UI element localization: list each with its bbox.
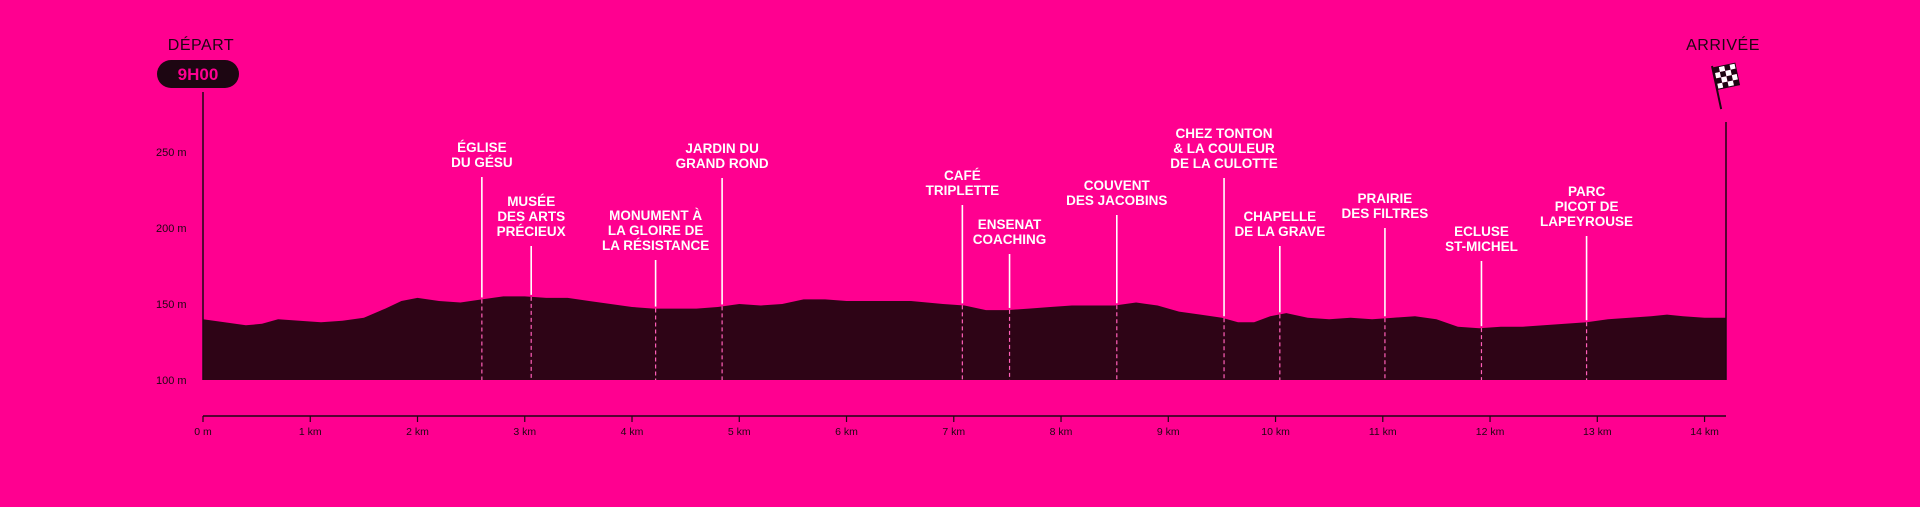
x-tick-label: 3 km: [513, 426, 536, 438]
waypoint-label: DES FILTRES: [1342, 206, 1429, 221]
waypoint-label: COACHING: [973, 232, 1047, 247]
waypoint-label: PRAIRIE: [1358, 191, 1413, 206]
finish-label: ARRIVÉE: [1686, 35, 1760, 54]
waypoint-label: DE LA GRAVE: [1234, 224, 1325, 239]
waypoint-label: LA RÉSISTANCE: [602, 238, 709, 253]
start-label: DÉPART: [168, 35, 234, 54]
y-tick-label: 100 m: [156, 375, 187, 387]
waypoint-label: COUVENT: [1084, 178, 1151, 193]
waypoint-label: JARDIN DU: [685, 141, 759, 156]
waypoint-label: LAPEYROUSE: [1540, 214, 1633, 229]
waypoint-label: CHAPELLE: [1243, 209, 1316, 224]
x-tick-label: 1 km: [299, 426, 322, 438]
waypoint-label: LA GLOIRE DE: [608, 223, 704, 238]
x-tick-label: 7 km: [942, 426, 965, 438]
waypoint-label: TRIPLETTE: [926, 183, 1000, 198]
waypoint-label: CHEZ TONTON: [1176, 126, 1273, 141]
x-tick-label: 5 km: [728, 426, 751, 438]
waypoint-label: DES JACOBINS: [1066, 193, 1167, 208]
waypoint-label: & LA COULEUR: [1173, 141, 1275, 156]
waypoint-label: CAFÉ: [944, 168, 981, 183]
y-tick-label: 250 m: [156, 147, 187, 159]
waypoint-label: DE LA CULOTTE: [1170, 156, 1278, 171]
waypoint-label: DU GÉSU: [451, 155, 513, 170]
y-tick-label: 150 m: [156, 299, 187, 311]
x-tick-label: 11 km: [1369, 426, 1397, 438]
waypoint-label: ÉGLISE: [457, 140, 507, 155]
checkered-flag-icon: [1711, 62, 1741, 110]
waypoint-label: ECLUSE: [1454, 224, 1509, 239]
x-tick-label: 6 km: [835, 426, 858, 438]
waypoint-label: MONUMENT À: [609, 208, 702, 223]
waypoint-label: GRAND ROND: [676, 156, 769, 171]
x-tick-label: 12 km: [1476, 426, 1505, 438]
waypoint-label: PRÉCIEUX: [497, 224, 566, 239]
waypoint-label: ST-MICHEL: [1445, 239, 1518, 254]
x-tick-label: 0 m: [194, 426, 212, 438]
waypoint-label: DES ARTS: [497, 209, 565, 224]
x-tick-label: 13 km: [1583, 426, 1612, 438]
start-time: 9H00: [178, 65, 219, 84]
start-time-badge: [157, 60, 239, 88]
waypoint-label: PARC: [1568, 184, 1606, 199]
x-tick-label: 8 km: [1050, 426, 1073, 438]
x-tick-label: 9 km: [1157, 426, 1180, 438]
waypoint-label: PICOT DE: [1555, 199, 1619, 214]
x-tick-label: 4 km: [621, 426, 644, 438]
waypoint-label: ENSENAT: [978, 217, 1042, 232]
x-tick-label: 14 km: [1690, 426, 1719, 438]
y-tick-label: 200 m: [156, 223, 187, 235]
x-tick-label: 10 km: [1261, 426, 1290, 438]
elevation-area: [203, 296, 1726, 380]
waypoint-label: MUSÉE: [507, 194, 555, 209]
x-tick-label: 2 km: [406, 426, 429, 438]
